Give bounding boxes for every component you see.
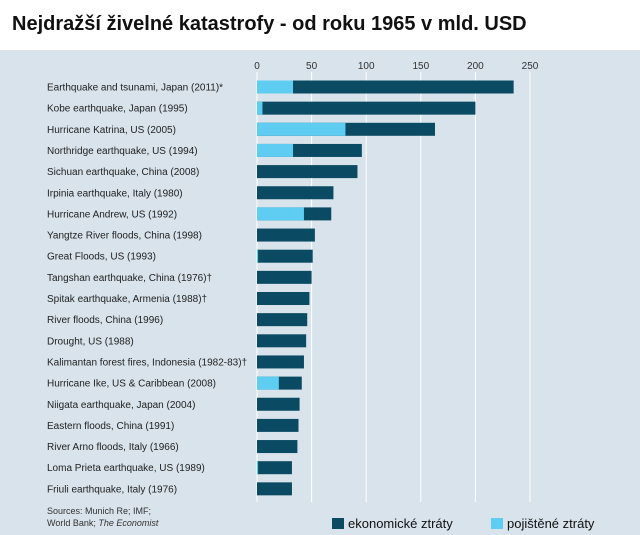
x-tick-label-0: 0: [254, 61, 260, 72]
sources-note: Sources: Munich Re; IMF; World Bank; The…: [47, 506, 159, 528]
category-label: Hurricane Andrew, US (1992): [47, 209, 177, 220]
sources-line-2-prefix: World Bank;: [47, 518, 98, 528]
grid: [256, 72, 531, 502]
bar-economic-loss: [257, 165, 358, 179]
category-label: Hurricane Katrina, US (2005): [47, 125, 176, 136]
x-tick-label-150: 150: [412, 61, 429, 72]
chart-title: Nejdražší živelné katastrofy - od roku 1…: [12, 13, 527, 35]
bar-economic-loss: [257, 482, 292, 496]
bar-economic-loss: [257, 334, 307, 348]
sources-line-1: Sources: Munich Re; IMF;: [47, 506, 151, 516]
bar-economic-loss: [257, 270, 312, 284]
category-label: River floods, China (1996): [47, 315, 163, 326]
category-label: Tangshan earthquake, China (1976)†: [47, 273, 212, 284]
bar-insured-loss: [257, 122, 346, 136]
bar-economic-loss: [257, 313, 308, 327]
bars: [257, 80, 514, 496]
bar-insured-loss: [257, 461, 259, 475]
category-label: Drought, US (1988): [47, 336, 134, 347]
category-label: River Arno floods, Italy (1966): [47, 442, 179, 453]
category-label: Friuli earthquake, Italy (1976): [47, 484, 177, 495]
bar-insured-loss: [257, 376, 279, 390]
bar-economic-loss: [257, 228, 315, 242]
category-label: Sichuan earthquake, China (2008): [47, 167, 199, 178]
bar-economic-loss: [257, 292, 310, 305]
bar-insured-loss: [257, 249, 259, 263]
bar-economic-loss: [257, 249, 313, 263]
x-tick-label-50: 50: [306, 61, 318, 72]
category-label: Spitak earthquake, Armenia (1988)†: [47, 294, 207, 305]
category-label: Kalimantan forest fires, Indonesia (1982…: [47, 357, 247, 368]
bar-economic-loss: [257, 440, 298, 454]
legend-label-insured: pojištěné ztráty: [507, 516, 595, 531]
category-label: Kobe earthquake, Japan (1995): [47, 104, 188, 115]
category-label: Eastern floods, China (1991): [47, 421, 174, 432]
bar-economic-loss: [257, 186, 334, 200]
category-label: Great Floods, US (1993): [47, 252, 156, 263]
x-axis-ticks: 0 50 100 150 200 250: [254, 61, 539, 72]
category-label: Loma Prieta earthquake, US (1989): [47, 463, 205, 474]
bar-economic-loss: [257, 418, 299, 432]
bar-insured-loss: [257, 101, 263, 115]
category-label: Yangtze River floods, China (1998): [47, 231, 202, 242]
sources-line-2-italic: The Economist: [98, 518, 159, 528]
bar-economic-loss: [257, 355, 304, 369]
bar-economic-loss: [257, 80, 514, 94]
category-label: Irpinia earthquake, Italy (1980): [47, 188, 183, 199]
category-labels: Earthquake and tsunami, Japan (2011)* Kob…: [47, 83, 247, 496]
bar-insured-loss: [257, 207, 304, 221]
legend: ekonomické ztráty pojištěné ztráty: [332, 516, 595, 531]
bar-insured-loss: [257, 80, 294, 94]
sources-line-2: World Bank; The Economist: [47, 518, 159, 528]
legend-swatch-insured: [491, 518, 503, 529]
legend-swatch-economic: [332, 518, 344, 529]
x-tick-label-200: 200: [467, 61, 484, 72]
category-label: Niigata earthquake, Japan (2004): [47, 400, 195, 411]
x-tick-label-100: 100: [358, 61, 375, 72]
category-label: Northridge earthquake, US (1994): [47, 146, 198, 157]
bar-economic-loss: [257, 461, 292, 475]
legend-label-economic: ekonomické ztráty: [348, 516, 453, 531]
category-label: Hurricane Ike, US & Caribbean (2008): [47, 379, 216, 390]
bar-economic-loss: [257, 101, 476, 115]
bar-economic-loss: [257, 397, 300, 411]
x-tick-label-250: 250: [522, 61, 539, 72]
category-label: Earthquake and tsunami, Japan (2011)*: [47, 83, 223, 94]
bar-insured-loss: [257, 143, 294, 157]
